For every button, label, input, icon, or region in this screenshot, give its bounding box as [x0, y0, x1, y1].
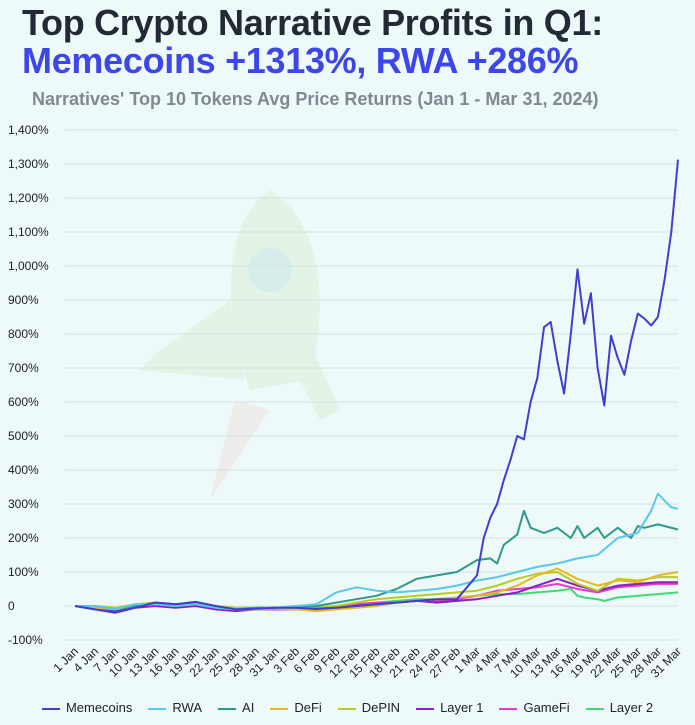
chart-legend: Memecoins RWA AI DeFi DePIN Layer 1 GameFi Laye…	[0, 700, 695, 715]
legend-item: AI	[218, 700, 254, 715]
y-tick-label: 300%	[8, 497, 39, 511]
legend-item: Layer 1	[416, 700, 483, 715]
legend-label: RWA	[172, 700, 203, 715]
legend-item: Layer 2	[585, 700, 654, 715]
chart-subtitle: Narratives' Top 10 Tokens Avg Price Retu…	[32, 89, 599, 109]
legend-label: Layer 2	[609, 700, 654, 715]
series-line-ai	[75, 509, 679, 611]
y-tick-label: 800%	[8, 327, 39, 341]
legend-swatch	[337, 707, 356, 710]
y-tick-label: 1,200%	[8, 191, 49, 205]
y-tick-label: 600%	[8, 395, 39, 409]
legend-label: DeFi	[294, 700, 322, 715]
legend-item: RWA	[148, 700, 202, 715]
legend-label: AI	[242, 700, 255, 715]
y-tick-label: 1,000%	[8, 259, 49, 273]
legend-item: DeFi	[270, 700, 322, 715]
series-line-memecoins	[74, 159, 679, 614]
y-tick-label: 200%	[8, 531, 39, 545]
legend-item: DePIN	[337, 700, 401, 715]
watermark-rocket-icon	[140, 190, 340, 500]
y-tick-label: 100%	[8, 565, 39, 579]
y-tick-label: 900%	[8, 293, 39, 307]
legend-item: Memecoins	[41, 700, 133, 715]
legend-item: GameFi	[499, 700, 570, 715]
chart-title-line-1: Top Crypto Narrative Profits in Q1:	[22, 2, 603, 43]
legend-label: Memecoins	[65, 700, 133, 715]
y-tick-label: -100%	[8, 633, 43, 647]
legend-swatch	[416, 707, 435, 710]
y-tick-label: 0	[8, 599, 15, 613]
legend-swatch	[499, 707, 518, 710]
series-line-rwa	[75, 492, 679, 611]
legend-label: DePIN	[361, 700, 401, 715]
y-tick-label: 1,100%	[8, 225, 49, 239]
legend-label: GameFi	[523, 700, 570, 715]
legend-swatch	[41, 707, 60, 710]
y-tick-label: 700%	[8, 361, 39, 375]
y-tick-label: 1,300%	[8, 157, 49, 171]
legend-swatch	[585, 707, 604, 710]
legend-label: Layer 1	[440, 700, 484, 715]
legend-swatch	[218, 707, 237, 710]
legend-swatch	[148, 707, 167, 710]
y-tick-label: 400%	[8, 463, 39, 477]
y-tick-label: 1,400%	[8, 123, 49, 137]
legend-swatch	[270, 707, 289, 710]
y-tick-label: 500%	[8, 429, 39, 443]
chart-title-line-2: Memecoins +1313%, RWA +286%	[22, 40, 579, 81]
